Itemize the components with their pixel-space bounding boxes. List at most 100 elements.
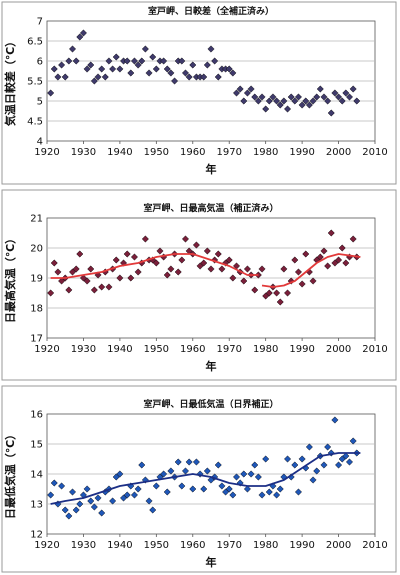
data-point (338, 244, 346, 252)
data-point (320, 247, 328, 255)
data-point (50, 479, 58, 487)
data-point (54, 73, 62, 81)
data-point (50, 65, 58, 73)
data-point (68, 45, 77, 53)
data-point (145, 497, 153, 505)
x-tick-label: 2010 (362, 540, 387, 551)
data-point (76, 33, 84, 41)
x-tick-label: 1940 (107, 147, 132, 158)
data-point (232, 473, 241, 481)
data-point (87, 497, 95, 505)
data-point (211, 57, 219, 65)
x-tick-label: 1950 (144, 540, 169, 551)
data-point (294, 93, 303, 101)
y-tick-label: 18 (30, 304, 43, 315)
data-point (61, 506, 69, 514)
data-point (138, 57, 146, 65)
data-point (47, 289, 55, 297)
data-point (98, 283, 106, 291)
data-point (83, 277, 91, 285)
data-point (254, 473, 262, 481)
data-point (265, 97, 273, 105)
data-point (127, 274, 135, 282)
data-point (331, 416, 339, 424)
data-point (203, 61, 211, 69)
data-point (265, 488, 273, 496)
data-point (207, 45, 215, 53)
data-point (320, 461, 328, 469)
data-point (214, 73, 222, 81)
data-point (178, 256, 186, 264)
chart-title: 室戸岬、日較差（全補正済み） (148, 5, 274, 17)
data-point (68, 488, 77, 496)
data-point (65, 57, 73, 65)
y-tick-label: 5 (37, 97, 43, 108)
y-tick-label: 7 (37, 17, 43, 28)
data-point (302, 250, 310, 258)
data-point (181, 235, 190, 243)
data-point (123, 250, 131, 258)
chart-temperature-range: 室戸岬、日較差（全補正済み） 気温日較差（℃） 年 4 4.5 5 5.5 6 6.5 7 1… (1, 1, 397, 185)
data-point (324, 97, 332, 105)
data-point (171, 77, 179, 85)
data-point (47, 491, 55, 499)
data-point (192, 241, 200, 249)
data-point (134, 268, 142, 276)
data-point (167, 467, 175, 475)
data-point (324, 443, 332, 451)
y-tick-label: 5.5 (27, 77, 43, 88)
data-point (287, 93, 295, 101)
x-tick-label: 2000 (326, 540, 351, 551)
data-point (90, 286, 98, 294)
data-point (112, 256, 120, 264)
data-point (313, 467, 321, 475)
x-tick-label: 2010 (362, 344, 387, 355)
data-point (185, 458, 193, 466)
y-tick-label: 4 (37, 137, 43, 148)
data-point (134, 485, 142, 493)
data-point (320, 93, 328, 101)
data-point (94, 494, 102, 502)
data-point (232, 89, 241, 97)
y-axis-label: 日最低気温（℃） (3, 429, 17, 519)
data-point (174, 458, 182, 466)
chart-max-temperature: 室戸岬、日最高気温（補正済み） 日最高気温（℃） 年 1718192021192… (1, 189, 397, 381)
data-point (251, 461, 259, 469)
data-point (294, 268, 303, 276)
data-point (87, 61, 95, 69)
data-point (335, 461, 343, 469)
x-tick-label: 2000 (326, 147, 351, 158)
data-point (141, 45, 149, 53)
x-tick-label: 1940 (107, 540, 132, 551)
data-point (247, 85, 255, 93)
data-point (324, 262, 332, 270)
data-point (123, 57, 131, 65)
data-point (236, 85, 244, 93)
data-point (218, 482, 226, 490)
x-tick-label: 1980 (253, 344, 278, 355)
x-tick-label: 1930 (71, 344, 96, 355)
x-axis-label: 年 (206, 359, 217, 373)
x-tick-label: 1990 (289, 147, 314, 158)
data-point (189, 61, 197, 69)
data-point (298, 455, 306, 463)
data-point (185, 73, 193, 81)
data-point (342, 259, 350, 267)
data-point (309, 97, 317, 105)
data-point (229, 69, 237, 77)
x-tick-label: 1920 (34, 344, 59, 355)
data-point (247, 470, 255, 478)
data-point (105, 57, 113, 65)
data-point (90, 77, 98, 85)
data-point (94, 271, 102, 279)
x-tick-label: 1980 (253, 147, 278, 158)
data-point (305, 101, 313, 109)
data-point (309, 476, 317, 484)
x-tick-label: 2010 (362, 147, 387, 158)
y-tick-label: 14 (30, 470, 43, 481)
data-point (298, 101, 306, 109)
data-point (338, 97, 346, 105)
y-tick-label: 17 (30, 334, 43, 345)
data-point (262, 455, 270, 463)
data-point (167, 69, 175, 77)
